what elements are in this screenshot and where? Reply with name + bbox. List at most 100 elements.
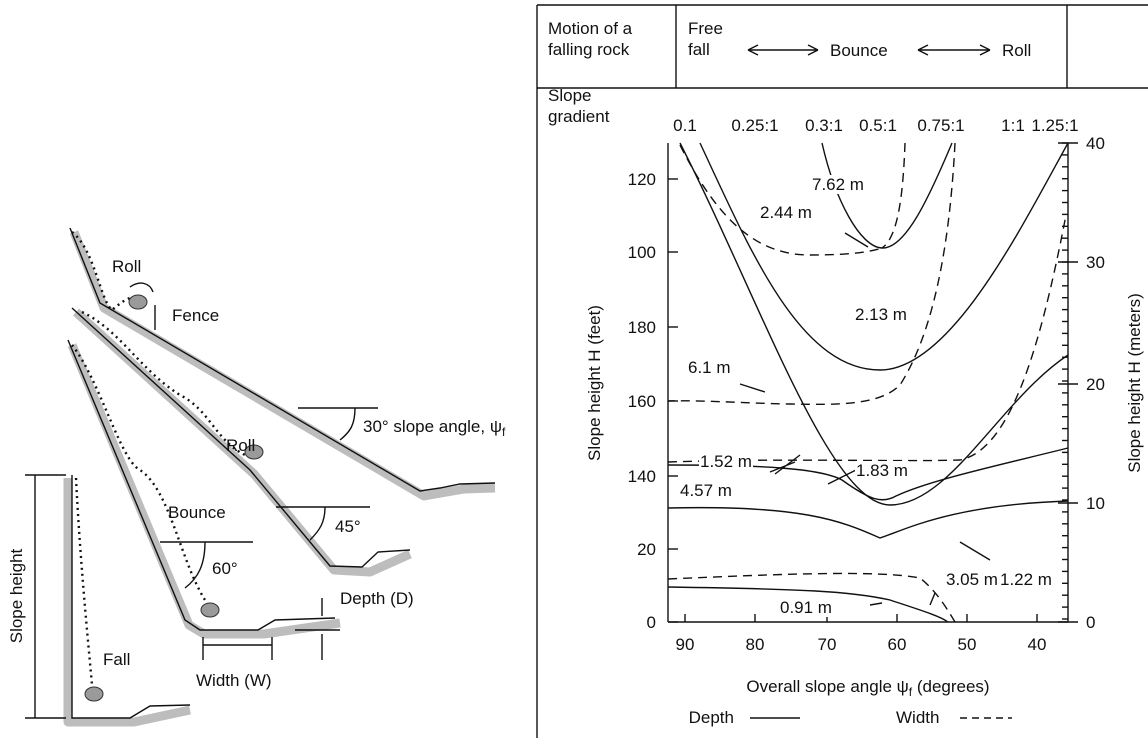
plot: Depth Width Overall slope angle ψf (degr… bbox=[585, 142, 1144, 727]
curve-label: 2.13 m bbox=[855, 305, 907, 324]
x-tick-label: 70 bbox=[818, 635, 837, 654]
rock-path bbox=[71, 231, 131, 312]
label-bg bbox=[687, 358, 732, 377]
curve-label: 1.83 m bbox=[856, 461, 908, 480]
curve-label: 2.44 m bbox=[760, 203, 812, 222]
y-tick-label: 40 bbox=[1086, 134, 1105, 153]
curve-depth bbox=[667, 447, 1069, 501]
x-axis-label: Overall slope angle ψf (degrees) bbox=[746, 677, 989, 699]
angle-arc bbox=[339, 407, 356, 441]
label-bg bbox=[999, 570, 1053, 589]
slope-30 bbox=[69, 227, 496, 492]
gradient-label: 0.3:1 bbox=[805, 116, 843, 135]
label: Roll bbox=[112, 257, 141, 276]
arrow bbox=[917, 44, 991, 56]
label: 30° slope angle, ψf bbox=[363, 417, 506, 439]
left-diagram: Roll Fence 30° slope angle, ψf Roll 45° … bbox=[7, 227, 506, 727]
label: 45° bbox=[335, 517, 361, 536]
y-tick-label: 20 bbox=[1086, 375, 1105, 394]
angle-arc bbox=[184, 541, 206, 589]
curve-depth bbox=[679, 142, 1069, 506]
curve-depth bbox=[667, 586, 949, 623]
label-bg bbox=[779, 598, 833, 617]
curve-label: 0.91 m bbox=[780, 598, 832, 617]
label: Bounce bbox=[168, 503, 226, 522]
y-tick-label: 10 bbox=[1086, 494, 1105, 513]
curve-label: 3.05 m bbox=[946, 570, 998, 589]
legend-label: Depth bbox=[689, 708, 734, 727]
x-tick-label: 80 bbox=[746, 635, 765, 654]
gradient-label: 0.5:1 bbox=[859, 116, 897, 135]
y-tick-label: 20 bbox=[637, 540, 656, 559]
label: Depth (D) bbox=[340, 589, 414, 608]
slope-shading bbox=[67, 343, 341, 639]
slope-60 bbox=[67, 339, 336, 631]
label: Fall bbox=[103, 650, 130, 669]
curve-label: 7.62 m bbox=[812, 175, 864, 194]
curve-depth bbox=[667, 500, 1069, 539]
slope-shading bbox=[69, 230, 496, 501]
angle-arc bbox=[309, 506, 326, 541]
curve-depth bbox=[699, 142, 1069, 371]
label-bg bbox=[945, 570, 999, 589]
curve-label: 6.1 m bbox=[688, 358, 731, 377]
y-tick-label: 0 bbox=[647, 613, 656, 632]
rock bbox=[244, 444, 264, 460]
y-tick-label: 120 bbox=[628, 170, 656, 189]
slope-vertical bbox=[71, 475, 191, 719]
rock bbox=[200, 602, 220, 618]
label-bg bbox=[679, 481, 733, 500]
rock-path bbox=[81, 310, 246, 457]
gradient-label: 1:1 bbox=[1001, 116, 1025, 135]
label-bg bbox=[811, 175, 865, 194]
label: Slope height bbox=[7, 548, 26, 643]
label-bg bbox=[854, 305, 908, 324]
label: 60° bbox=[212, 559, 238, 578]
label: Roll bbox=[226, 436, 255, 455]
y-tick-label: 160 bbox=[628, 392, 656, 411]
curve-label: 1.52 m bbox=[700, 452, 752, 471]
curve-width bbox=[667, 142, 956, 406]
curve-label: 4.57 m bbox=[680, 481, 732, 500]
y-tick-label: 180 bbox=[628, 318, 656, 337]
x-tick-label: 50 bbox=[958, 635, 977, 654]
y-axis-label: Slope height H (meters) bbox=[1125, 293, 1144, 473]
label-bg bbox=[699, 452, 753, 471]
rock-path bbox=[71, 344, 207, 601]
label: Fence bbox=[172, 306, 219, 325]
table: Motion of a falling rock Free fall Bounce … bbox=[536, 4, 1148, 738]
y-tick-label: 140 bbox=[628, 467, 656, 486]
arrow bbox=[747, 44, 819, 56]
gradient-label: 0.25:1 bbox=[731, 116, 778, 135]
y-tick-label: 30 bbox=[1086, 253, 1105, 272]
y-tick-label: 0 bbox=[1086, 613, 1095, 632]
x-tick-label: 40 bbox=[1028, 635, 1047, 654]
curve-depth bbox=[821, 142, 953, 249]
y-tick-label: 100 bbox=[628, 243, 656, 262]
slope-45 bbox=[71, 307, 411, 568]
x-tick-label: 60 bbox=[888, 635, 907, 654]
gradient-label: 0.1 bbox=[673, 116, 697, 135]
motion: Bounce bbox=[830, 41, 888, 60]
legend-label: Width bbox=[896, 708, 939, 727]
header: Motion of a falling rock bbox=[548, 19, 633, 59]
gradient-label: 1.25:1 bbox=[1031, 116, 1078, 135]
x-tick-label: 90 bbox=[676, 635, 695, 654]
motion: Roll bbox=[1002, 41, 1031, 60]
curve-width bbox=[679, 144, 883, 256]
motion: Free fall bbox=[688, 19, 723, 59]
roll-arrow bbox=[129, 282, 154, 293]
gradient-label: 0.75:1 bbox=[917, 116, 964, 135]
label-bg bbox=[759, 203, 813, 222]
header: Slope gradient bbox=[548, 86, 610, 126]
leader-line bbox=[739, 232, 991, 606]
slope-shading bbox=[63, 478, 191, 727]
curve-label: 1.22 m bbox=[1000, 570, 1052, 589]
y-axis-label: Slope height H (feet) bbox=[585, 305, 604, 461]
label: Width (W) bbox=[196, 671, 272, 690]
curve-width bbox=[667, 214, 1067, 463]
curve-width bbox=[881, 142, 906, 249]
rock bbox=[84, 686, 104, 702]
label-bg bbox=[855, 461, 909, 480]
